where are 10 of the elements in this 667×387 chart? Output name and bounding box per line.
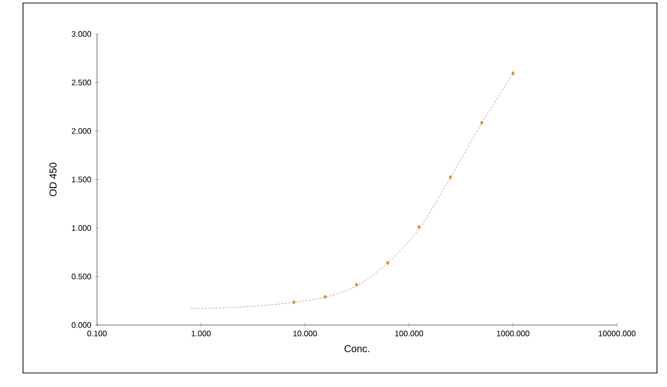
x-axis-title: Conc. [344, 345, 370, 352]
point [480, 120, 484, 125]
point [292, 300, 296, 304]
point [323, 294, 327, 300]
point [417, 224, 421, 230]
y-axis-title: OD 450 [50, 162, 57, 196]
point [354, 282, 358, 287]
point [386, 260, 390, 266]
point [448, 174, 452, 180]
point [511, 71, 515, 76]
